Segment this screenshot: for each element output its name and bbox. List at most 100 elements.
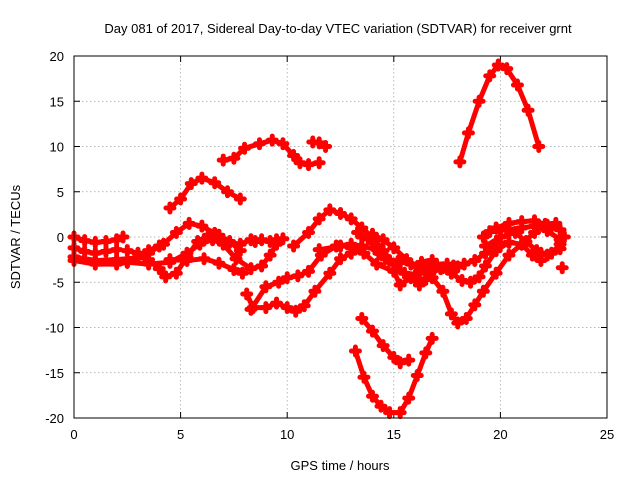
data-point-marker xyxy=(476,284,490,298)
data-point-marker xyxy=(276,137,290,151)
series-arc-28 xyxy=(355,311,416,370)
data-point-marker xyxy=(259,301,273,315)
data-point-marker xyxy=(393,356,407,370)
series-arc-8 xyxy=(163,252,249,280)
x-tick-label: 20 xyxy=(493,427,507,442)
chart-title: Day 081 of 2017, Sidereal Day-to-day VTE… xyxy=(104,21,572,36)
y-tick-label: 10 xyxy=(50,140,64,155)
data-point-marker xyxy=(415,255,429,269)
data-point-marker xyxy=(142,257,156,271)
data-point-marker xyxy=(334,239,347,253)
data-point-marker xyxy=(280,301,294,315)
series-arc-10 xyxy=(163,171,247,215)
data-point-marker xyxy=(206,233,220,247)
data-point-marker xyxy=(553,223,567,237)
data-point-marker xyxy=(500,62,514,76)
data-point-marker xyxy=(252,137,266,151)
data-point-marker xyxy=(387,241,401,255)
data-point-marker xyxy=(412,264,426,278)
y-tick-label: -20 xyxy=(45,411,64,426)
data-point-marker xyxy=(244,262,258,276)
y-tick-label: 15 xyxy=(50,94,64,109)
data-point-marker xyxy=(312,136,326,150)
x-tick-label: 10 xyxy=(280,427,294,442)
data-point-marker xyxy=(412,278,426,292)
data-point-marker xyxy=(319,140,333,153)
data-point-marker xyxy=(174,192,188,206)
plot-frame xyxy=(73,55,608,419)
data-point-marker xyxy=(212,256,226,270)
data-point-marker xyxy=(468,298,482,312)
data-point-marker xyxy=(404,271,418,285)
data-point-marker xyxy=(180,254,194,268)
data-point-marker xyxy=(88,257,102,271)
data-point-marker xyxy=(508,225,522,239)
data-point-marker xyxy=(455,273,469,287)
data-point-marker xyxy=(263,248,277,262)
series-arc-22 xyxy=(415,236,503,277)
data-point-marker xyxy=(476,230,490,244)
data-point-marker xyxy=(78,244,92,258)
series-arc-9 xyxy=(248,232,290,249)
data-point-marker xyxy=(197,252,211,266)
data-point-marker xyxy=(88,235,102,249)
data-point-marker xyxy=(383,254,397,268)
data-point-marker xyxy=(545,246,559,260)
data-point-marker xyxy=(387,264,401,278)
data-point-marker xyxy=(478,239,492,253)
y-tick-label: -5 xyxy=(52,275,64,290)
data-point-marker xyxy=(557,230,571,244)
data-point-marker xyxy=(78,234,92,248)
data-point-marker xyxy=(493,230,507,244)
data-point-marker xyxy=(99,235,113,249)
data-point-marker xyxy=(163,201,177,215)
data-point-marker xyxy=(351,225,365,239)
data-point-marker xyxy=(152,262,166,276)
data-point-marker xyxy=(355,311,369,325)
data-point-marker xyxy=(519,235,533,249)
data-point-marker xyxy=(472,94,486,108)
data-point-marker xyxy=(99,244,113,258)
data-point-marker xyxy=(425,263,439,277)
data-point-marker xyxy=(334,252,347,266)
series-arc-19 xyxy=(351,225,407,269)
series-arc-13 xyxy=(240,246,358,318)
data-point-marker xyxy=(227,263,241,277)
data-point-marker xyxy=(235,266,249,280)
data-point-marker xyxy=(216,153,230,167)
x-tick-label: 0 xyxy=(70,427,77,442)
data-point-marker xyxy=(312,243,326,257)
series-arc-20 xyxy=(412,216,563,330)
data-point-marker xyxy=(312,156,326,170)
y-tick-label: -15 xyxy=(45,366,64,381)
data-point-marker xyxy=(302,264,316,278)
data-point-marker xyxy=(374,399,388,413)
series-arc-30 xyxy=(555,261,569,275)
y-tick-label: 20 xyxy=(50,49,64,64)
data-point-marker xyxy=(387,350,401,364)
data-point-marker xyxy=(280,271,294,285)
data-point-marker xyxy=(425,331,439,345)
data-point-marker xyxy=(370,257,384,271)
data-point-marker xyxy=(270,296,284,310)
data-point-marker xyxy=(312,212,326,226)
series-arc-24 xyxy=(483,219,567,247)
y-axis-label: SDTVAR / TECUs xyxy=(8,184,23,289)
data-point-marker xyxy=(195,219,209,233)
data-point-marker xyxy=(169,225,183,239)
data-point-marker xyxy=(110,243,124,257)
data-point-marker xyxy=(142,244,156,258)
data-point-marker xyxy=(376,233,390,247)
data-point-marker xyxy=(276,232,290,246)
data-point-marker xyxy=(365,389,379,403)
data-point-marker xyxy=(182,216,196,230)
data-point-marker xyxy=(510,78,524,92)
data-point-marker xyxy=(227,151,241,165)
data-point-marker xyxy=(515,221,529,235)
data-point-marker xyxy=(436,284,450,298)
data-point-marker xyxy=(255,259,269,273)
data-point-marker xyxy=(444,307,458,321)
data-point-marker xyxy=(397,266,411,280)
data-point-marker xyxy=(436,261,450,275)
